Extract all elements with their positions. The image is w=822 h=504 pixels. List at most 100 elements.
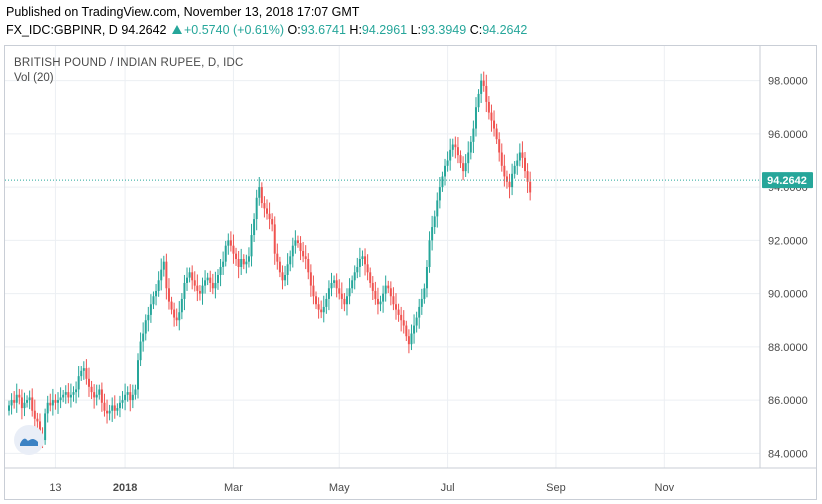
high-value: 94.2961	[361, 23, 408, 37]
candle-body	[503, 165, 506, 177]
candle	[428, 231, 431, 273]
candle-body	[82, 368, 85, 371]
candle	[418, 298, 421, 329]
candle	[211, 273, 214, 295]
candle-body	[490, 112, 493, 121]
candle	[266, 199, 268, 220]
candle-body	[85, 368, 88, 379]
candle	[299, 236, 302, 261]
candle	[13, 391, 16, 409]
candle-body	[26, 400, 29, 403]
candle	[284, 265, 287, 287]
candle-body	[327, 288, 330, 299]
candle	[142, 322, 145, 352]
candle	[356, 257, 359, 279]
candle-body	[459, 155, 462, 164]
candle-body	[149, 304, 152, 315]
candle	[343, 293, 346, 312]
candle	[392, 287, 395, 311]
candle	[379, 295, 382, 312]
price-chart[interactable]: 84.000086.000088.000090.000092.000094.00…	[0, 44, 822, 504]
candle-body	[413, 325, 416, 334]
x-tick-label: Nov	[655, 482, 675, 494]
candle	[309, 264, 312, 297]
y-tick-label: 98.0000	[768, 76, 808, 88]
chart-title: BRITISH POUND / INDIAN RUPEE, D, IDC	[14, 57, 244, 69]
candle	[209, 270, 212, 293]
candle	[82, 361, 85, 380]
candle	[327, 280, 330, 311]
candle-body	[449, 149, 452, 161]
candle	[219, 258, 222, 287]
candle-body	[116, 408, 119, 411]
candle-body	[23, 402, 26, 409]
candle-body	[173, 309, 176, 318]
candle	[477, 89, 480, 113]
candle-body	[209, 277, 212, 283]
tradingview-logo[interactable]	[14, 425, 44, 455]
candle	[178, 301, 181, 331]
candle	[464, 154, 467, 177]
candle	[433, 210, 436, 234]
candle	[214, 271, 217, 299]
candle	[480, 73, 483, 103]
candle-body	[351, 280, 354, 289]
x-tick-label: Sep	[546, 482, 566, 494]
candle	[111, 397, 114, 422]
candle-body	[103, 402, 106, 411]
candle	[250, 223, 253, 267]
candle	[227, 233, 230, 255]
candle-body	[152, 296, 155, 305]
candle	[529, 171, 532, 201]
candle-body	[147, 314, 150, 321]
candle	[340, 282, 343, 310]
candle-body	[495, 128, 498, 140]
candle-body	[134, 389, 137, 395]
candle	[361, 250, 364, 266]
candle-body	[395, 304, 397, 310]
low-value: 93.3949	[421, 23, 467, 37]
candle-body	[364, 256, 367, 265]
candle	[315, 291, 318, 310]
candle-body	[356, 266, 359, 273]
candle-body	[284, 274, 287, 281]
candle-body	[57, 400, 60, 403]
candle-body	[382, 293, 385, 302]
symbol-label: FX_IDC:GBPINR, D	[6, 23, 118, 37]
candle	[307, 253, 310, 280]
candle	[423, 283, 426, 304]
candle	[513, 161, 516, 179]
candle	[302, 241, 305, 263]
candle	[188, 267, 191, 283]
current-price-badge	[762, 172, 813, 189]
candle	[495, 123, 498, 144]
candle-body	[20, 397, 23, 409]
volume-indicator-label[interactable]: Vol (20)	[14, 72, 54, 84]
candle-body	[77, 376, 80, 390]
candle	[438, 176, 441, 209]
candle	[467, 141, 470, 174]
candle-body	[376, 298, 379, 305]
candle-body	[206, 277, 209, 281]
published-caption: Published on TradingView.com, November 1…	[6, 5, 360, 19]
candle-body	[131, 394, 134, 401]
candle-body	[198, 290, 201, 294]
candle	[276, 243, 279, 270]
candle-body	[389, 288, 392, 297]
candle-body	[312, 285, 315, 297]
candle-body	[529, 181, 532, 193]
candle	[72, 386, 75, 402]
candle	[137, 353, 139, 399]
candle-body	[304, 256, 307, 259]
candle-body	[98, 389, 101, 395]
candle-body	[10, 400, 13, 406]
candle-body	[353, 272, 356, 281]
candle	[113, 395, 116, 419]
candle-body	[260, 187, 263, 204]
candle	[405, 320, 408, 342]
candle-body	[302, 251, 305, 257]
candle	[474, 97, 477, 137]
candle	[459, 150, 462, 168]
candle	[49, 393, 52, 412]
candle-body	[340, 293, 343, 299]
